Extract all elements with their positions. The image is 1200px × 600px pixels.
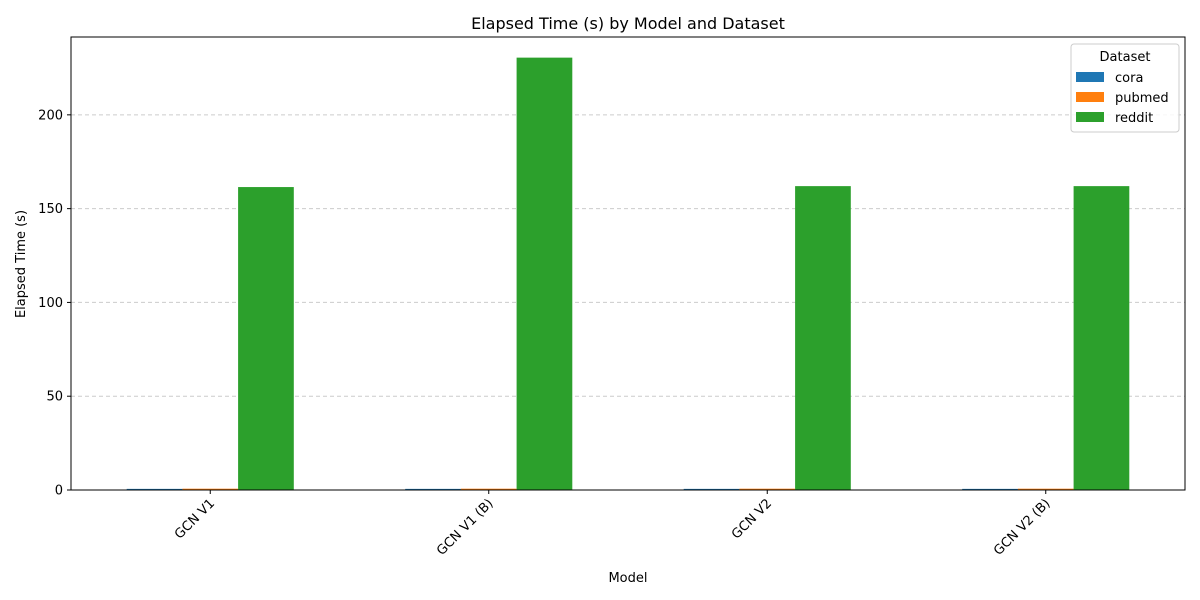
y-axis-label: Elapsed Time (s) <box>14 210 29 318</box>
bar-cora <box>126 488 183 490</box>
bar-pubmed <box>460 488 517 490</box>
bar-reddit <box>238 187 294 490</box>
bars <box>126 57 1130 491</box>
bar-pubmed <box>739 488 796 490</box>
bar-pubmed <box>182 488 239 490</box>
bar-reddit <box>1073 186 1130 491</box>
bar-cora <box>962 488 1018 490</box>
y-tick-label: 100 <box>38 296 63 311</box>
bar-cora <box>683 488 740 490</box>
bar-pubmed <box>1017 488 1074 490</box>
legend-swatch-reddit <box>1076 112 1104 122</box>
bar-reddit <box>795 186 851 491</box>
legend-label-pubmed: pubmed <box>1115 91 1169 106</box>
y-tick-label: 0 <box>55 484 63 499</box>
legend-items: cora pubmed reddit <box>1076 71 1169 126</box>
legend-swatch-pubmed <box>1076 92 1104 102</box>
chart-title: Elapsed Time (s) by Model and Dataset <box>471 14 785 33</box>
legend-swatch-cora <box>1076 72 1104 82</box>
y-tick-label: 50 <box>46 390 63 405</box>
bar-reddit <box>516 57 573 490</box>
bar-cora <box>405 488 461 490</box>
plot-frame <box>70 36 1186 491</box>
legend-box <box>1070 43 1180 133</box>
legend: Dataset cora pubmed reddit <box>1070 43 1180 133</box>
legend-label-reddit: reddit <box>1115 111 1153 126</box>
y-tick-label: 150 <box>38 202 63 217</box>
x-axis-label: Model <box>608 571 647 586</box>
legend-title: Dataset <box>1100 50 1151 65</box>
legend-label-cora: cora <box>1115 71 1143 86</box>
y-axis: 0 50 100 150 200 <box>38 108 71 499</box>
y-tick-label: 200 <box>38 108 63 123</box>
